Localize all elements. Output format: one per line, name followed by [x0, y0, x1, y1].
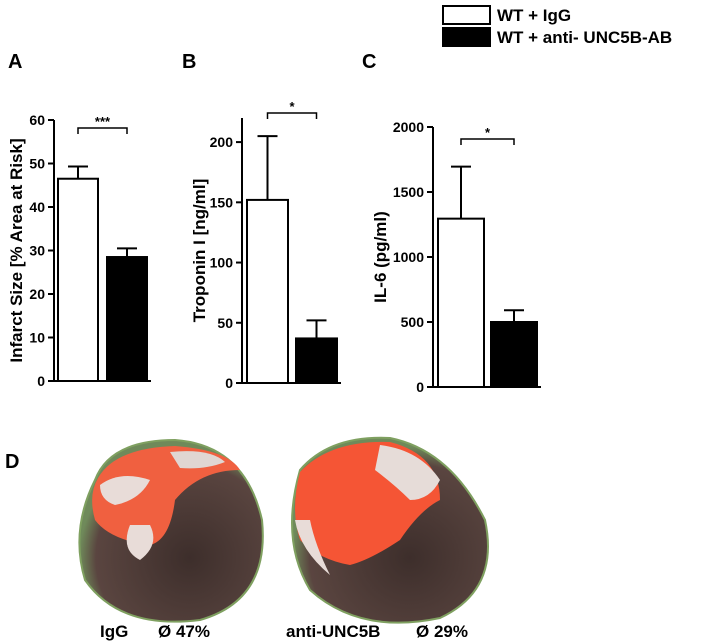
y-tick-label: 30	[29, 243, 45, 259]
significance-label: *	[485, 125, 491, 140]
image-value: Ø 29%	[416, 622, 468, 641]
y-tick-label: 50	[217, 315, 233, 331]
panel-label: B	[182, 51, 196, 73]
significance-label: *	[289, 99, 295, 114]
y-tick-label: 1000	[393, 249, 424, 265]
y-tick-label: 100	[210, 255, 234, 271]
legend-label: WT + IgG	[497, 6, 571, 25]
significance-bracket	[460, 138, 515, 145]
bar	[106, 256, 148, 382]
image-caption: anti-UNC5B	[286, 622, 380, 641]
bar	[437, 217, 485, 388]
y-tick-label: 2000	[393, 119, 424, 135]
y-axis-label: Infarct Size [% Area at Risk]	[7, 138, 26, 362]
bar	[490, 321, 538, 388]
legend-swatch	[442, 5, 491, 25]
y-tick-label: 50	[29, 156, 45, 172]
y-axis-label: Troponin I [ng/ml]	[190, 179, 209, 323]
y-tick-label: 20	[29, 286, 45, 302]
heart-image-igg	[78, 438, 264, 623]
y-axis-label: IL-6 (pg/ml)	[371, 211, 390, 303]
y-tick-label: 60	[29, 112, 45, 128]
significance-bracket	[77, 127, 128, 134]
legend-label: WT + anti- UNC5B-AB	[497, 28, 672, 47]
y-tick-label: 0	[37, 373, 45, 389]
bar	[295, 337, 338, 385]
y-tick-label: 500	[401, 314, 425, 330]
y-tick-label: 200	[210, 134, 234, 150]
panel-label: A	[8, 51, 22, 73]
bar	[246, 198, 289, 384]
panel-label: D	[5, 451, 19, 473]
image-value: Ø 47%	[158, 622, 210, 641]
y-tick-label: 40	[29, 199, 45, 215]
heart-image-anti-unc5b	[291, 436, 489, 624]
legend-swatch	[442, 27, 491, 47]
panel-label: C	[362, 51, 376, 73]
y-tick-label: 0	[416, 379, 424, 395]
y-tick-label: 10	[29, 330, 45, 346]
y-tick-label: 0	[225, 375, 233, 391]
y-tick-label: 150	[210, 194, 234, 210]
bar	[57, 177, 99, 382]
significance-bracket	[266, 112, 318, 119]
image-caption: IgG	[100, 622, 128, 641]
y-tick-label: 1500	[393, 184, 424, 200]
significance-label: ***	[95, 114, 111, 129]
